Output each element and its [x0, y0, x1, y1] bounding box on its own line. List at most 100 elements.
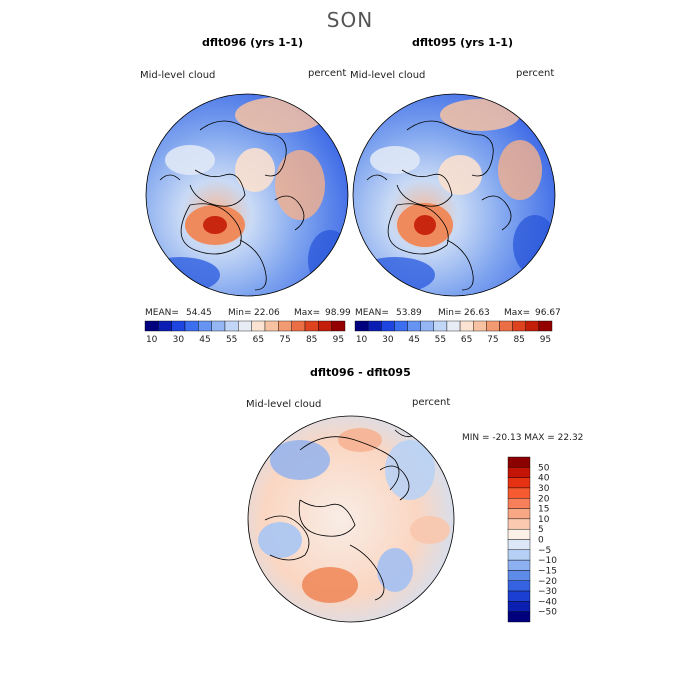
- map1-border: [145, 93, 349, 297]
- panel1-units: percent: [308, 68, 347, 79]
- colorbar-swatch: [264, 320, 279, 332]
- colorbar-tick-label: 15: [538, 505, 549, 515]
- panel2-min: 26.63: [464, 308, 490, 318]
- colorbar-swatch: [507, 559, 531, 571]
- colorbar-swatch: [486, 320, 500, 332]
- colorbar-swatch: [251, 320, 266, 332]
- colorbar-swatch: [525, 320, 540, 332]
- colorbar-tick-label: −5: [538, 546, 551, 556]
- colorbar-panel1: 10 30 45 55 65 75 85 95: [144, 320, 346, 345]
- colorbar-tick-label: 55: [226, 335, 237, 345]
- colorbar-swatch: [420, 320, 434, 332]
- colorbar-tick-label: 75: [487, 335, 498, 345]
- colorbar-swatch: [507, 590, 531, 602]
- season-title: SON: [326, 8, 374, 32]
- colorbar-tick-label: 85: [306, 335, 317, 345]
- colorbar-tick-label: 45: [408, 335, 419, 345]
- colorbar-swatch: [446, 320, 461, 332]
- colorbar-swatch: [158, 320, 172, 332]
- map1-coastlines: [159, 120, 305, 291]
- colorbar-swatch: [507, 611, 531, 623]
- colorbar-tick-label: 10: [538, 515, 550, 525]
- colorbar-tick-label: 85: [513, 335, 524, 345]
- colorbar-swatch: [507, 580, 531, 592]
- colorbar-tick-label: 55: [435, 335, 446, 345]
- colorbar-tick-label: 30: [538, 484, 550, 494]
- colorbar-swatch: [407, 320, 421, 332]
- colorbar-swatch: [512, 320, 526, 332]
- panel1-variable: Mid-level cloud: [140, 70, 216, 81]
- colorbar-tick-label: 10: [146, 335, 158, 345]
- colorbar-tick-label: 65: [461, 335, 472, 345]
- panel1-max-label: Max=: [294, 308, 321, 318]
- panel2-min-label: Min=: [438, 308, 462, 318]
- colorbar-tick-label: 30: [173, 335, 185, 345]
- colorbar-swatch: [507, 601, 531, 612]
- panel2-mean-label: MEAN=: [355, 308, 389, 318]
- panel2-units: percent: [516, 68, 555, 79]
- map2-border: [352, 93, 556, 297]
- colorbar-tick-label: 0: [538, 536, 544, 546]
- colorbar-swatch: [507, 518, 531, 530]
- colorbar-tick-label: 45: [199, 335, 210, 345]
- panel1-min: 22.06: [254, 308, 280, 318]
- map1-background: [146, 94, 348, 296]
- map3-field: [258, 428, 450, 603]
- colorbar-tick-label: −30: [538, 587, 557, 597]
- colorbar-swatch: [507, 539, 531, 551]
- colorbar-swatch: [211, 320, 226, 332]
- map3-coastlines: [264, 429, 416, 601]
- colorbar-swatch: [507, 498, 531, 509]
- colorbar-tick-label: 50: [538, 463, 550, 473]
- colorbar-tick-label: 10: [356, 335, 368, 345]
- colorbar-swatch: [278, 320, 292, 332]
- panel1-max: 98.99: [325, 308, 351, 318]
- diff-minmax: MIN = -20.13 MAX = 22.32: [462, 433, 584, 443]
- colorbar-swatch: [507, 528, 531, 540]
- panel2-variable: Mid-level cloud: [350, 70, 426, 81]
- colorbar-tick-label: 30: [382, 335, 394, 345]
- map1: [145, 93, 349, 297]
- colorbar-tick-label: 20: [538, 494, 550, 504]
- colorbar-swatch: [394, 320, 408, 332]
- colorbar-swatch: [367, 320, 382, 332]
- panel2-title: dflt095 (yrs 1-1): [412, 36, 513, 49]
- panel2-max: 96.67: [535, 308, 561, 318]
- map2-background: [353, 94, 555, 296]
- colorbar-swatch: [198, 320, 212, 332]
- colorbar-tick-label: −20: [538, 577, 557, 587]
- colorbar-tick-label: 40: [538, 474, 550, 484]
- map2-coastlines: [366, 120, 512, 291]
- diff-title: dflt096 - dflt095: [310, 366, 411, 379]
- panel1-title: dflt096 (yrs 1-1): [202, 36, 303, 49]
- panel1-mean-label: MEAN=: [145, 308, 179, 318]
- map3-border: [247, 415, 455, 623]
- colorbar-tick-label: 5: [538, 525, 544, 535]
- colorbar-swatch: [499, 320, 513, 332]
- panel2-max-label: Max=: [504, 308, 531, 318]
- colorbar-swatch: [318, 320, 332, 332]
- map2: [352, 93, 556, 297]
- colorbar-swatch: [381, 320, 395, 332]
- colorbar-swatch: [507, 477, 531, 489]
- colorbar-swatch: [171, 320, 186, 332]
- colorbar-swatch: [507, 549, 531, 561]
- colorbar-swatch: [354, 320, 369, 332]
- colorbar-tick-label: −10: [538, 556, 557, 566]
- colorbar-swatch: [291, 320, 306, 332]
- colorbar-tick-label: 95: [540, 335, 551, 345]
- colorbar-swatch: [224, 320, 239, 332]
- colorbar-swatch: [507, 467, 531, 478]
- colorbar-panel2: 10 30 45 55 65 75 85 95: [354, 320, 553, 345]
- colorbar-swatch: [507, 456, 531, 468]
- colorbar-swatch: [538, 320, 553, 332]
- colorbar-swatch: [507, 508, 531, 520]
- diff-variable: Mid-level cloud: [246, 399, 322, 410]
- colorbar-swatch: [459, 320, 474, 332]
- colorbar-tick-label: 65: [253, 335, 264, 345]
- colorbar-swatch: [304, 320, 319, 332]
- panel1-mean: 54.45: [186, 308, 212, 318]
- colorbar-tick-label: 75: [279, 335, 290, 345]
